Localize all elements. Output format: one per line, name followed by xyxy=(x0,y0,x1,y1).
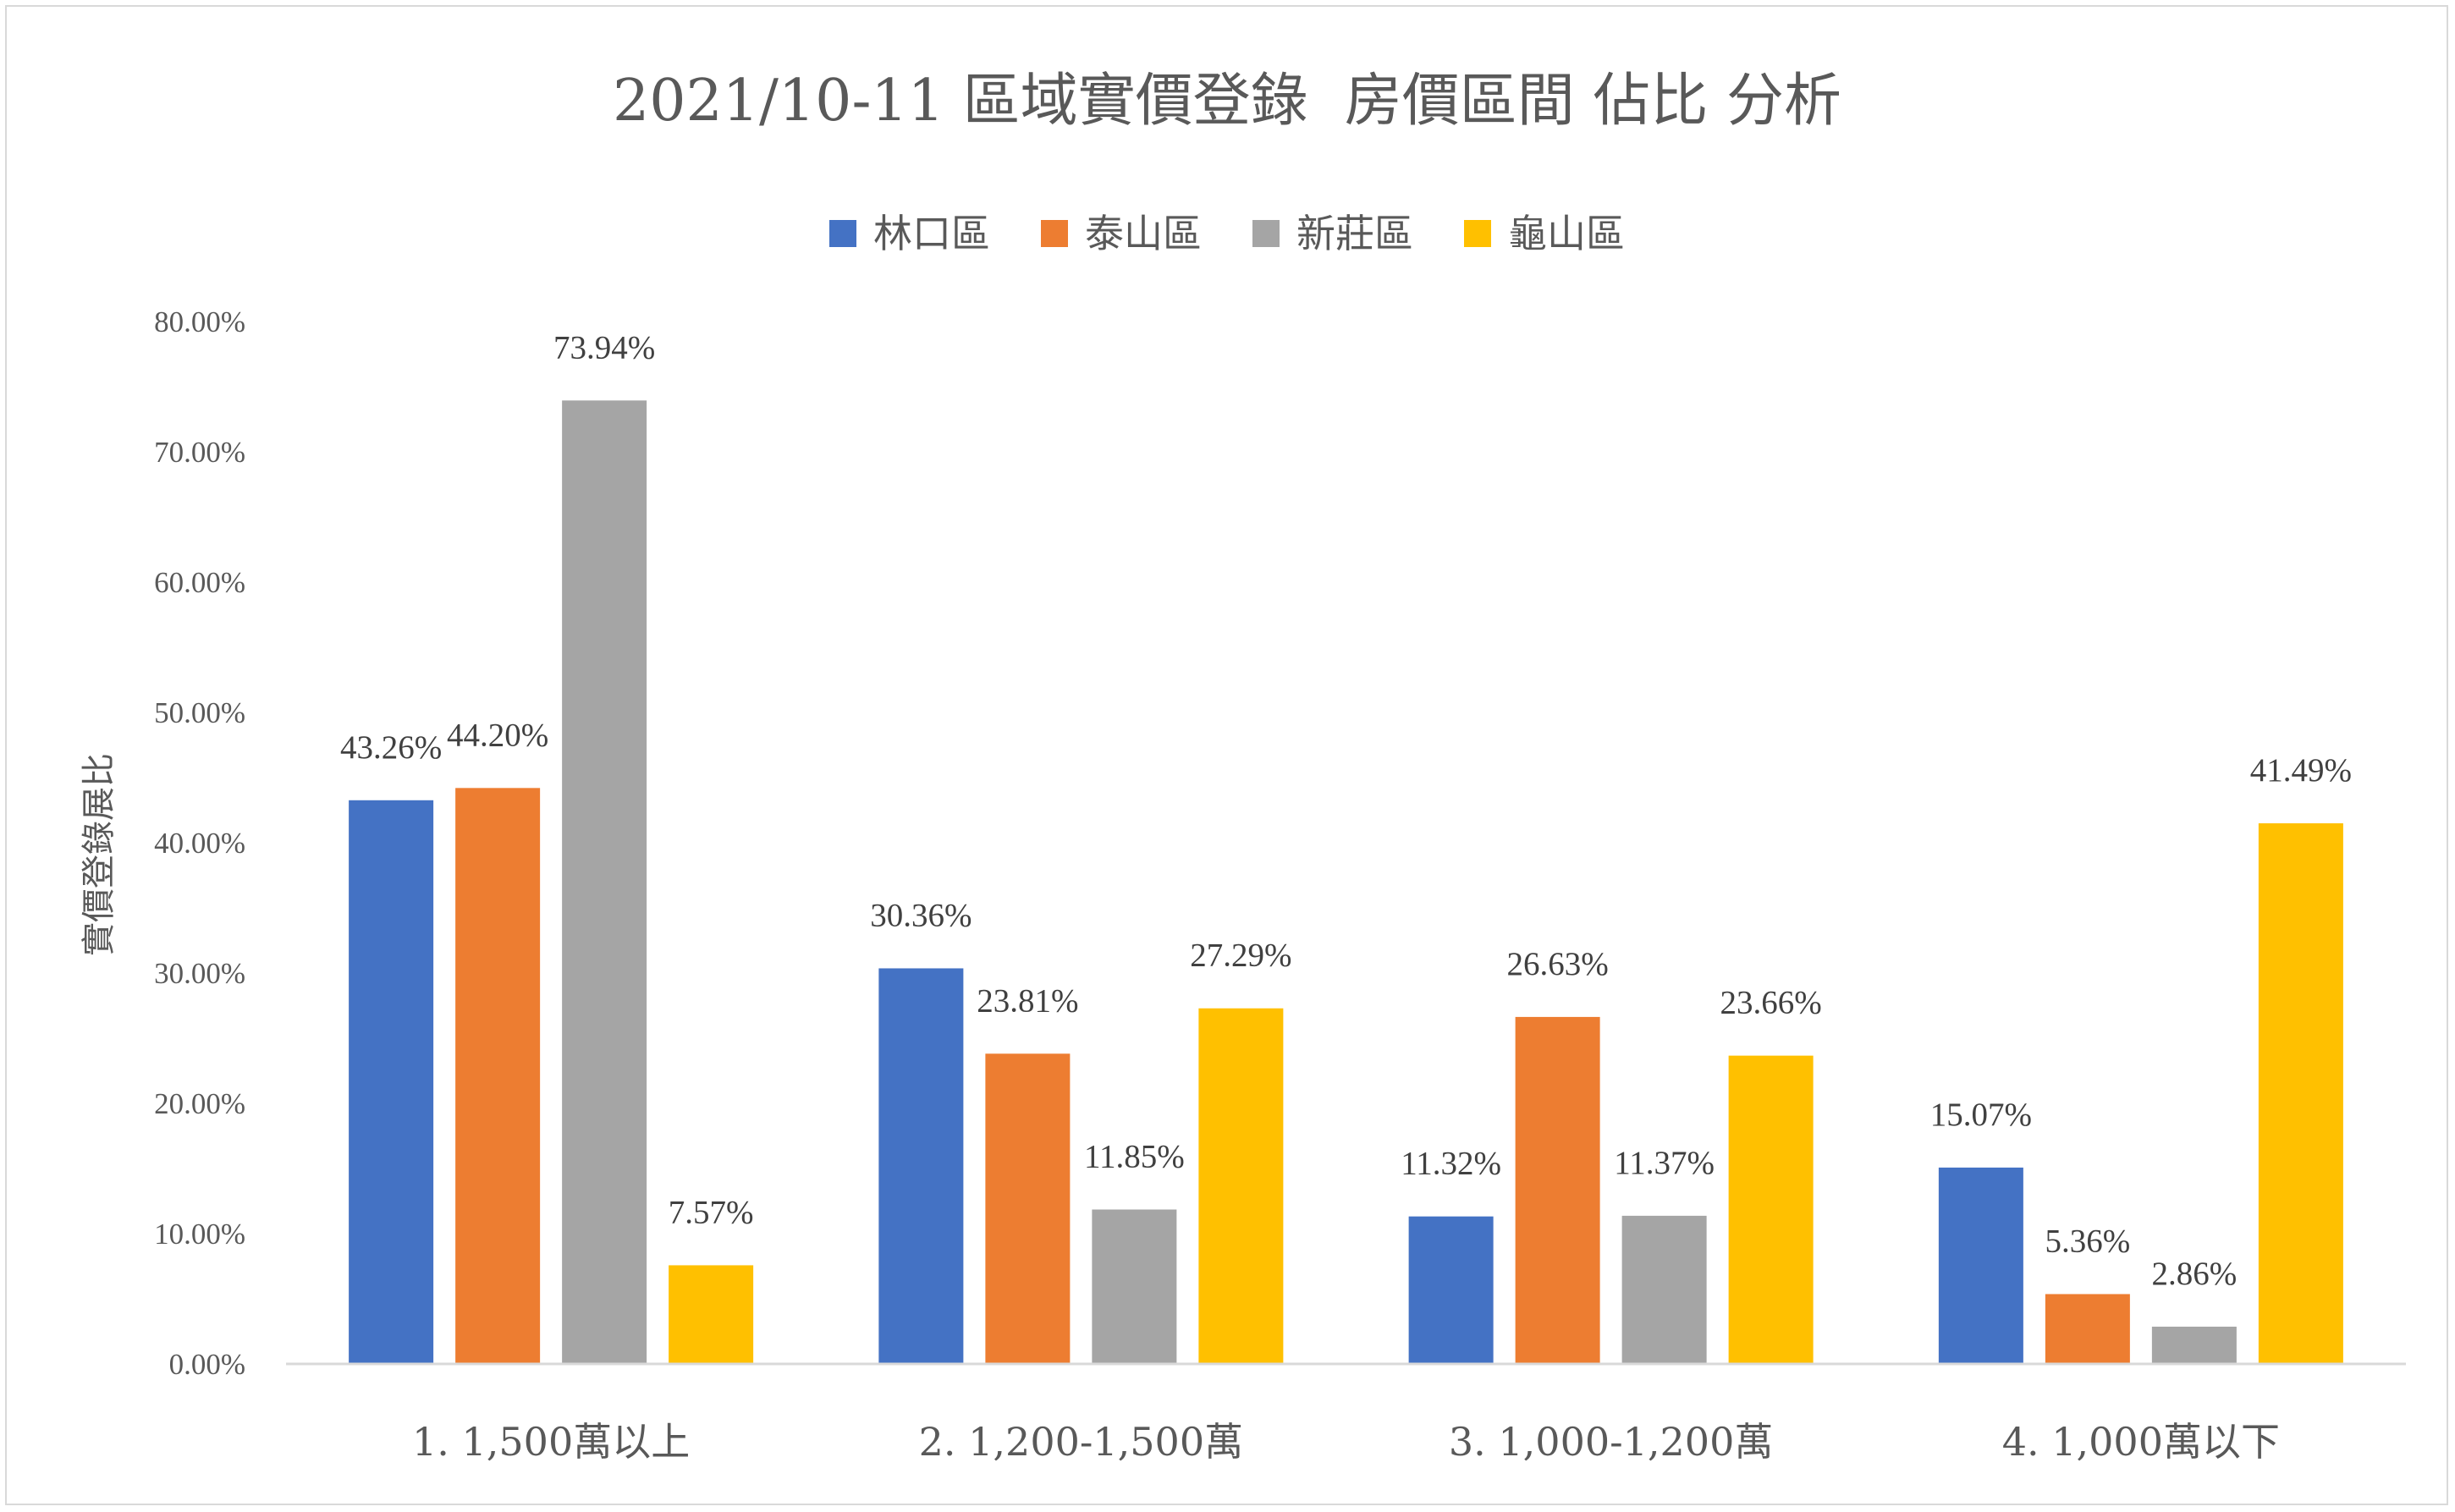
bar xyxy=(562,400,647,1365)
data-label: 5.36% xyxy=(2045,1223,2131,1259)
bar xyxy=(878,968,964,1364)
legend: 林口區 泰山區 新莊區 龜山區 xyxy=(829,211,1625,256)
y-tick-label: 20.00% xyxy=(154,1087,245,1120)
data-label: 43.26% xyxy=(340,729,442,766)
x-category-label: 4. 1,000萬以下 xyxy=(2002,1419,2280,1465)
legend-label: 新莊區 xyxy=(1296,211,1413,256)
legend-label: 泰山區 xyxy=(1085,211,1202,256)
y-axis-ticks: 0.00% 10.00% 20.00% 30.00% 40.00% 50.00% 60.00… xyxy=(154,305,245,1381)
data-label: 11.32% xyxy=(1401,1146,1501,1182)
y-tick-label: 80.00% xyxy=(154,305,245,338)
data-label: 23.66% xyxy=(1720,985,1822,1021)
x-axis-labels: 1. 1,500萬以上 2. 1,200-1,500萬 3. 1,000-1,200… xyxy=(412,1419,2280,1465)
y-axis-title: 實價登錄展比 xyxy=(80,753,118,956)
y-tick-label: 60.00% xyxy=(154,566,245,599)
data-label: 30.36% xyxy=(870,897,972,933)
bar xyxy=(1621,1215,1707,1364)
data-label: 7.57% xyxy=(669,1194,754,1230)
data-labels: 43.26% 44.20% 73.94% 7.57% 30.36% 23.81% 11.85… xyxy=(340,329,2352,1292)
y-tick-label: 10.00% xyxy=(154,1218,245,1251)
bar xyxy=(1728,1055,1814,1364)
legend-swatch xyxy=(1252,220,1280,247)
data-label: 73.94% xyxy=(553,329,655,366)
y-tick-label: 50.00% xyxy=(154,696,245,729)
data-label: 41.49% xyxy=(2250,752,2352,789)
bar xyxy=(1198,1008,1284,1364)
y-tick-label: 0.00% xyxy=(169,1348,245,1381)
x-category-label: 1. 1,500萬以上 xyxy=(412,1419,690,1465)
bar xyxy=(1408,1216,1494,1364)
bars xyxy=(349,400,2343,1365)
data-label: 26.63% xyxy=(1507,946,1609,982)
legend-swatch xyxy=(829,220,856,247)
bar xyxy=(2151,1326,2237,1364)
bar xyxy=(455,788,541,1364)
bar xyxy=(1938,1167,2023,1364)
x-category-label: 2. 1,200-1,500萬 xyxy=(919,1419,1243,1465)
legend-label: 林口區 xyxy=(873,211,990,256)
data-label: 2.86% xyxy=(2152,1256,2238,1292)
legend-label: 龜山區 xyxy=(1508,211,1625,256)
bar xyxy=(985,1053,1071,1364)
bar xyxy=(2045,1294,2130,1364)
y-tick-label: 30.00% xyxy=(154,957,245,990)
data-label: 27.29% xyxy=(1190,937,1291,974)
bar xyxy=(669,1265,754,1364)
data-label: 15.07% xyxy=(1930,1097,2032,1133)
legend-swatch xyxy=(1041,220,1068,247)
y-tick-label: 70.00% xyxy=(154,436,245,469)
legend-swatch xyxy=(1464,220,1491,247)
bar xyxy=(349,800,434,1364)
bar xyxy=(2258,823,2343,1364)
y-tick-label: 40.00% xyxy=(154,827,245,860)
x-category-label: 3. 1,000-1,200萬 xyxy=(1449,1419,1773,1465)
data-label: 11.85% xyxy=(1084,1139,1185,1175)
bar xyxy=(1515,1016,1600,1364)
data-label: 11.37% xyxy=(1614,1145,1715,1181)
data-label: 44.20% xyxy=(447,717,548,753)
bar xyxy=(1092,1209,1177,1364)
chart-title: 2021/10-11 區域實價登錄 房價區間 佔比 分析 xyxy=(613,68,1841,135)
data-label: 23.81% xyxy=(977,982,1078,1019)
